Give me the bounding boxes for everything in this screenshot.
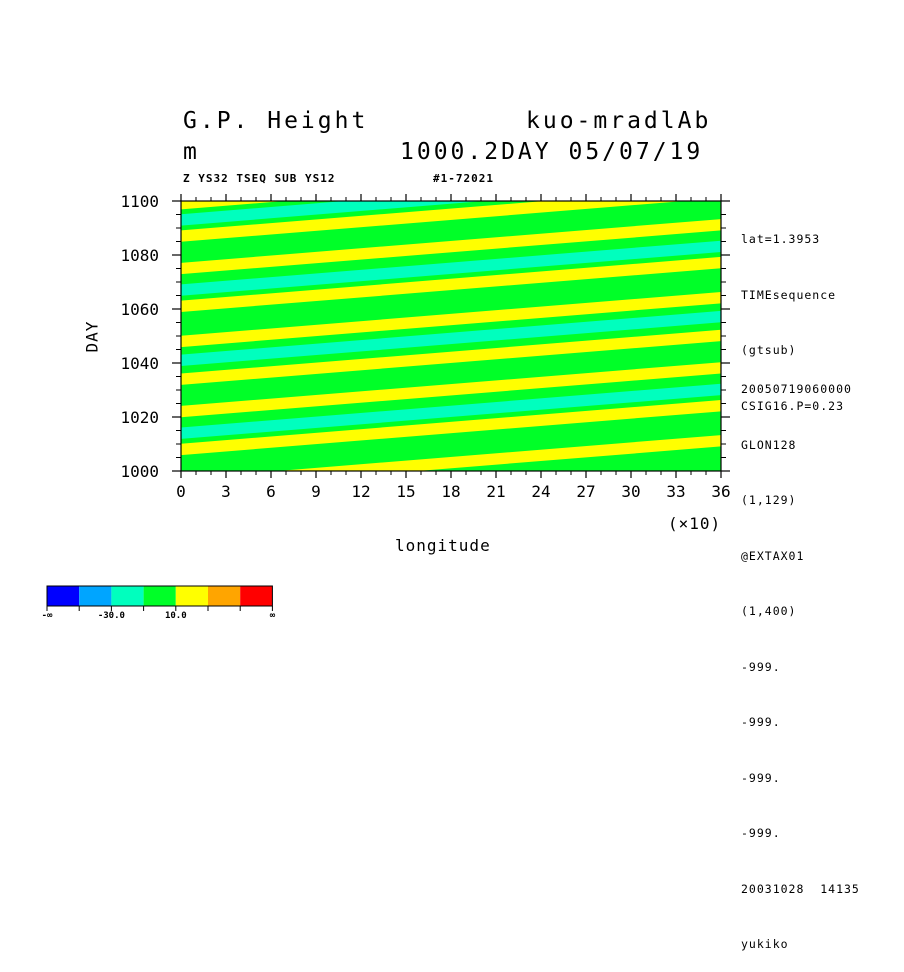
heatmap-field — [181, 201, 721, 471]
side-line: @EXTAX01 — [741, 548, 805, 563]
colorbar-swatch — [208, 586, 241, 606]
colorbar-swatch — [143, 586, 176, 606]
heatmap-band — [181, 416, 721, 471]
y-tick-label: 1040 — [120, 354, 159, 373]
x-tick-label: 33 — [666, 482, 685, 501]
colorbar-swatch — [240, 586, 273, 606]
side-line: -999. — [741, 826, 781, 840]
heatmap-band — [181, 256, 721, 312]
colorbar-label: -30.0 — [98, 611, 125, 621]
y-tick-label: 1080 — [120, 246, 159, 265]
side-line: (1,129) — [741, 493, 797, 507]
heatmap-band — [181, 202, 721, 258]
chart-title: G.P. Height — [183, 108, 369, 134]
colorbar-frame — [46, 585, 273, 607]
side-line: TIMEsequence — [741, 287, 837, 302]
heatmap-band — [181, 201, 685, 242]
heatmap-chart: 0 3 6 9 12 15 18 21 24 27 30 33 36100010201040106010… — [42, 192, 731, 621]
y-tick-label: 1100 — [120, 192, 159, 211]
subheader-right: #1-72021 — [433, 172, 494, 185]
heatmap-band — [181, 399, 721, 456]
heatmap-band — [181, 345, 721, 402]
heatmap-band — [181, 219, 721, 275]
side-line: 20050719060000 — [741, 382, 852, 396]
axes: 0 3 6 9 12 15 18 21 24 27 30 33 36100010201040106010… — [120, 192, 730, 501]
heatmap-band — [181, 275, 721, 331]
side-line: yukiko — [741, 937, 789, 951]
side-line: -999. — [741, 659, 781, 674]
colorbar-label: ∞ — [270, 611, 276, 621]
unit-label: m — [183, 139, 200, 165]
side-line: -999. — [741, 770, 781, 785]
x-tick-label: 30 — [621, 482, 640, 501]
y-tick-label: 1060 — [120, 300, 159, 319]
colorbar-swatch — [111, 586, 144, 606]
heatmap-band — [181, 329, 721, 385]
colorbar-swatch — [175, 586, 208, 606]
colorbar-swatch — [79, 586, 112, 606]
level-date-label: 1000.2DAY 05/07/19 — [400, 139, 704, 165]
x-tick-label: 12 — [351, 482, 370, 501]
colorbar: -∞ -30.0 10.0 ∞ — [42, 585, 276, 621]
side-line: 20031028 14135 — [741, 881, 860, 896]
side-line: (gtsub) — [741, 343, 797, 357]
side-line: -999. — [741, 715, 781, 729]
side-line: CSIG16.P=0.23 — [741, 398, 845, 413]
x-tick-label: 9 — [311, 482, 321, 501]
x-tick-label: 24 — [531, 482, 550, 501]
colorbar-swatch — [47, 586, 80, 606]
heatmap-band — [181, 201, 485, 226]
side-line: lat=1.3953 — [741, 232, 821, 246]
x-tick-label: 3 — [221, 482, 231, 501]
x-tick-label: 6 — [266, 482, 276, 501]
side-line: GLON128 — [741, 437, 797, 452]
y-tick-label: 1020 — [120, 408, 159, 427]
heatmap-band — [181, 383, 721, 439]
x-tick-label: 18 — [441, 482, 460, 501]
x-tick-label: 36 — [711, 482, 730, 501]
subheader-left: Z YS32 TSEQ SUB YS12 — [183, 172, 336, 185]
side-line: (1,400) — [741, 604, 797, 618]
heatmap-band — [181, 362, 721, 418]
heatmap-band — [181, 291, 721, 348]
x-axis-label: longitude — [395, 536, 491, 555]
heatmap-band — [277, 435, 721, 471]
heatmap-band — [181, 310, 721, 366]
x-axis-multiplier: (×10) — [668, 514, 722, 533]
x-tick-label: 15 — [396, 482, 415, 501]
x-tick-label: 21 — [486, 482, 505, 501]
colorbar-label: 10.0 — [165, 611, 187, 621]
side-info-top: lat=1.3953 TIMEsequence (gtsub) CSIG16.P… — [741, 193, 844, 434]
heatmap-band — [181, 201, 285, 210]
colorbar-label: -∞ — [42, 611, 53, 621]
experiment-label: kuo-mradlAb — [526, 108, 712, 134]
y-tick-label: 1000 — [120, 462, 159, 481]
x-tick-label: 27 — [576, 482, 595, 501]
heatmap-band — [181, 240, 721, 296]
x-tick-label: 0 — [176, 482, 186, 501]
